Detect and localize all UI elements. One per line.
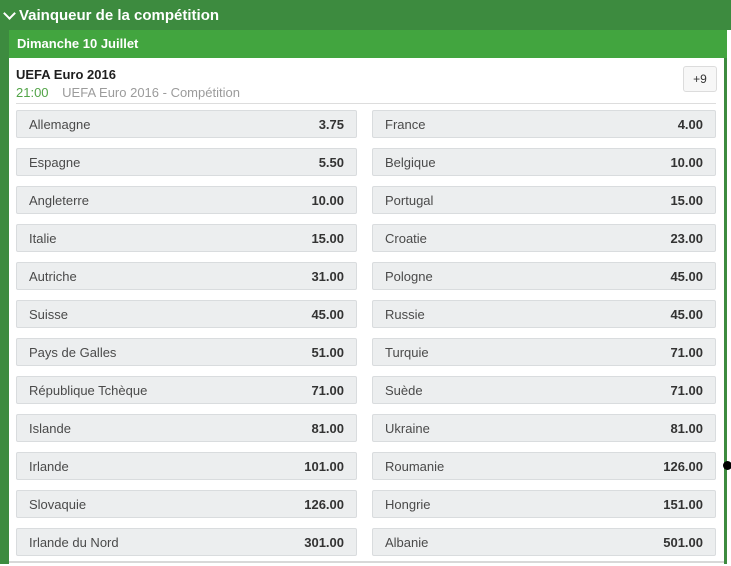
date-header: Dimanche 10 Juillet [9, 30, 727, 58]
odds-column-left: Allemagne 3.75 Espagne 5.50 Angleterre 10.00 I… [16, 110, 357, 566]
selection-row[interactable]: Espagne 5.50 [16, 148, 357, 176]
selection-name: Irlande [29, 458, 69, 474]
selection-row[interactable]: Suisse 45.00 [16, 300, 357, 328]
selection-name: Allemagne [29, 116, 91, 132]
selection-row[interactable]: Turquie 71.00 [372, 338, 716, 366]
event-title: UEFA Euro 2016 [16, 67, 116, 82]
selection-odds: 4.00 [677, 116, 703, 132]
selection-name: Ukraine [385, 420, 430, 436]
selection-odds: 101.00 [304, 458, 344, 474]
selection-row[interactable]: Pays de Galles 51.00 [16, 338, 357, 366]
selection-row[interactable]: Belgique 10.00 [372, 148, 716, 176]
event-competition: UEFA Euro 2016 - Compétition [62, 85, 240, 100]
date-label: Dimanche 10 Juillet [17, 36, 139, 51]
selection-row[interactable]: Croatie 23.00 [372, 224, 716, 252]
selection-name: Russie [385, 306, 425, 322]
selection-name: France [385, 116, 426, 132]
selection-row[interactable]: Ukraine 81.00 [372, 414, 716, 442]
selection-name: Suède [385, 382, 423, 398]
odds-column-right: France 4.00 Belgique 10.00 Portugal 15.00 Croa… [372, 110, 716, 566]
selection-name: Pologne [385, 268, 433, 284]
market-accordion-header[interactable]: Vainqueur de la compétition [0, 0, 731, 30]
selection-row[interactable]: Pologne 45.00 [372, 262, 716, 290]
selection-odds: 301.00 [304, 534, 344, 550]
selection-row[interactable]: Hongrie 151.00 [372, 490, 716, 518]
selection-odds: 126.00 [304, 496, 344, 512]
selection-row[interactable]: République Tchèque 71.00 [16, 376, 357, 404]
selection-name: Belgique [385, 154, 436, 170]
event-meta: 21:00 UEFA Euro 2016 - Compétition [16, 85, 240, 100]
selection-odds: 51.00 [311, 344, 344, 360]
bottom-divider [9, 561, 724, 563]
right-green-border [724, 58, 727, 564]
selection-odds: 71.00 [670, 382, 703, 398]
selection-row[interactable]: Angleterre 10.00 [16, 186, 357, 214]
marker-dot [723, 461, 731, 470]
selection-row[interactable]: Allemagne 3.75 [16, 110, 357, 138]
selection-odds: 501.00 [663, 534, 703, 550]
selection-odds: 31.00 [311, 268, 344, 284]
selection-odds: 45.00 [670, 268, 703, 284]
selection-name: Hongrie [385, 496, 431, 512]
selection-name: Italie [29, 230, 57, 246]
selection-odds: 45.00 [670, 306, 703, 322]
selection-name: Portugal [385, 192, 434, 208]
selection-name: Irlande du Nord [29, 534, 119, 550]
selection-odds: 126.00 [663, 458, 703, 474]
selection-odds: 5.50 [318, 154, 344, 170]
selection-name: Albanie [385, 534, 429, 550]
selection-row[interactable]: Italie 15.00 [16, 224, 357, 252]
selection-odds: 81.00 [670, 420, 703, 436]
selection-row[interactable]: Irlande 101.00 [16, 452, 357, 480]
selection-row[interactable]: Islande 81.00 [16, 414, 357, 442]
selection-name: Islande [29, 420, 71, 436]
selection-odds: 3.75 [318, 116, 344, 132]
selection-odds: 10.00 [311, 192, 344, 208]
selection-name: Slovaquie [29, 496, 87, 512]
selection-name: Pays de Galles [29, 344, 117, 360]
selection-name: République Tchèque [29, 382, 148, 398]
selection-odds: 15.00 [311, 230, 344, 246]
selection-row[interactable]: Russie 45.00 [372, 300, 716, 328]
selection-name: Autriche [29, 268, 77, 284]
selection-row[interactable]: Roumanie 126.00 [372, 452, 716, 480]
selection-odds: 10.00 [670, 154, 703, 170]
selection-row[interactable]: Suède 71.00 [372, 376, 716, 404]
selection-odds: 45.00 [311, 306, 344, 322]
selection-row[interactable]: Irlande du Nord 301.00 [16, 528, 357, 556]
event-card: UEFA Euro 2016 21:00 UEFA Euro 2016 - Co… [9, 58, 724, 564]
selection-name: Espagne [29, 154, 81, 170]
left-green-border [0, 30, 9, 564]
selection-name: Angleterre [29, 192, 89, 208]
selection-odds: 71.00 [311, 382, 344, 398]
selection-name: Roumanie [385, 458, 445, 474]
selection-row[interactable]: Portugal 15.00 [372, 186, 716, 214]
selection-odds: 151.00 [663, 496, 703, 512]
selection-odds: 81.00 [311, 420, 344, 436]
event-time: 21:00 [16, 85, 49, 100]
chevron-down-icon [3, 6, 16, 20]
selection-row[interactable]: Albanie 501.00 [372, 528, 716, 556]
selection-row[interactable]: Autriche 31.00 [16, 262, 357, 290]
selection-row[interactable]: France 4.00 [372, 110, 716, 138]
market-title: Vainqueur de la compétition [19, 6, 220, 24]
selection-name: Croatie [385, 230, 427, 246]
more-selections-button[interactable]: +9 [683, 66, 717, 92]
selection-row[interactable]: Slovaquie 126.00 [16, 490, 357, 518]
selection-odds: 23.00 [670, 230, 703, 246]
odds-grid: Allemagne 3.75 Espagne 5.50 Angleterre 10.00 I… [16, 110, 716, 566]
selection-name: Suisse [29, 306, 69, 322]
header-divider [16, 103, 716, 104]
selection-name: Turquie [385, 344, 429, 360]
selection-odds: 71.00 [670, 344, 703, 360]
selection-odds: 15.00 [670, 192, 703, 208]
